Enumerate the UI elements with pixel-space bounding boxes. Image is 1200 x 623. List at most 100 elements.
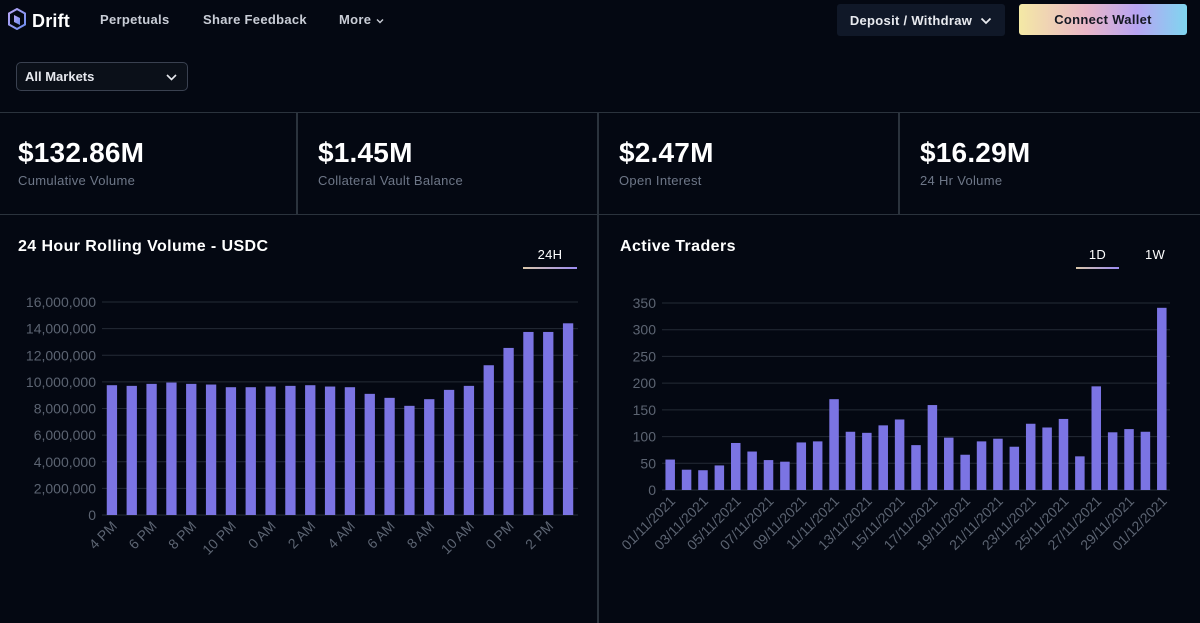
bar[interactable] [1124, 429, 1134, 490]
x-tick-label: 2 PM [522, 518, 556, 552]
y-tick-label: 50 [640, 455, 656, 471]
bar[interactable] [1058, 418, 1069, 490]
top-nav: Drift Perpetuals Share Feedback More Dep… [0, 0, 1200, 40]
bar[interactable] [1107, 432, 1118, 490]
nav-more-menu[interactable]: More [339, 12, 384, 27]
chevron-down-icon [166, 69, 177, 84]
y-tick-label: 8,000,000 [34, 401, 96, 417]
bar[interactable] [1025, 423, 1036, 490]
bar[interactable] [205, 384, 217, 515]
bar[interactable] [1157, 307, 1167, 490]
y-tick-label: 200 [633, 375, 657, 391]
bar[interactable] [146, 383, 157, 515]
chevron-down-icon [980, 13, 992, 28]
bar[interactable] [384, 397, 395, 515]
bar[interactable] [463, 385, 475, 515]
bar[interactable] [665, 459, 675, 490]
x-tick-label: 10 PM [199, 518, 239, 558]
x-tick-label: 6 AM [364, 518, 398, 552]
y-tick-label: 250 [633, 348, 657, 364]
bar[interactable] [503, 347, 514, 515]
bar[interactable] [911, 445, 921, 490]
x-tick-label: 0 AM [245, 518, 279, 552]
bar[interactable] [878, 425, 888, 490]
bar[interactable] [730, 442, 741, 490]
x-tick-label: 0 PM [482, 518, 516, 552]
nav-link-perpetuals[interactable]: Perpetuals [100, 12, 170, 27]
stat-value: $2.47M [619, 137, 714, 168]
bar[interactable] [443, 389, 455, 515]
bar[interactable] [845, 431, 856, 490]
chevron-down-icon [376, 12, 384, 27]
bar[interactable] [681, 469, 692, 490]
bar[interactable] [960, 454, 970, 490]
tab-24h[interactable]: 24H [523, 247, 577, 269]
y-tick-label: 350 [633, 295, 657, 311]
bar[interactable] [812, 441, 823, 490]
bar[interactable] [1009, 446, 1020, 490]
bar[interactable] [126, 385, 137, 515]
nav-more-label: More [339, 12, 372, 27]
traders-panel-title: Active Traders [620, 238, 736, 255]
market-select[interactable]: All Markets [16, 62, 188, 91]
bar[interactable] [747, 451, 757, 490]
x-tick-label: 8 AM [403, 518, 437, 552]
bar[interactable] [245, 387, 256, 515]
y-tick-label: 150 [633, 402, 657, 418]
bar[interactable] [523, 331, 534, 515]
deposit-withdraw-label: Deposit / Withdraw [849, 12, 973, 28]
tab-1w[interactable]: 1W [1144, 247, 1166, 262]
bar[interactable] [543, 331, 554, 515]
bar[interactable] [927, 405, 938, 490]
y-tick-label: 6,000,000 [34, 427, 96, 443]
y-tick-label: 16,000,000 [26, 294, 96, 310]
bar[interactable] [364, 393, 375, 515]
bar[interactable] [106, 385, 118, 515]
stat-value: $132.86M [18, 137, 145, 168]
bar[interactable] [186, 383, 197, 515]
connect-wallet-button[interactable]: Connect Wallet [1019, 4, 1187, 35]
volume-panel-title: 24 Hour Rolling Volume - USDC [18, 238, 269, 255]
bar[interactable] [562, 323, 574, 515]
x-tick-label: 10 AM [438, 518, 477, 557]
bar[interactable] [483, 365, 494, 515]
divider [0, 214, 1200, 215]
stat-card-24hr-volume: $16.29M 24 Hr Volume [902, 113, 1200, 215]
bar[interactable] [344, 387, 356, 515]
bar[interactable] [1091, 386, 1102, 490]
bar[interactable] [780, 461, 790, 490]
bar[interactable] [796, 442, 807, 490]
bar[interactable] [305, 385, 316, 515]
stat-label: 24 Hr Volume [920, 173, 1003, 188]
bar[interactable] [424, 399, 435, 515]
bar[interactable] [993, 438, 1003, 490]
stat-card-cumulative-volume: $132.86M Cumulative Volume [0, 113, 296, 215]
bar[interactable] [166, 382, 177, 515]
stat-card-open-interest: $2.47M Open Interest [601, 113, 898, 215]
bar[interactable] [1140, 431, 1151, 490]
bar[interactable] [225, 387, 237, 515]
bar[interactable] [944, 437, 954, 490]
brand-name: Drift [32, 11, 70, 31]
bar[interactable] [829, 399, 839, 490]
nav-link-share-feedback[interactable]: Share Feedback [203, 12, 307, 27]
bar[interactable] [976, 441, 987, 490]
bar[interactable] [285, 385, 296, 515]
bar[interactable] [265, 386, 276, 515]
bar[interactable] [404, 405, 415, 515]
stat-value: $1.45M [318, 137, 413, 168]
bar[interactable] [714, 465, 725, 490]
bar[interactable] [1075, 456, 1085, 490]
divider [597, 112, 599, 623]
bar[interactable] [862, 432, 872, 490]
bar[interactable] [324, 386, 336, 515]
bar[interactable] [763, 460, 774, 490]
brand-logo-link[interactable]: Drift [8, 7, 70, 35]
divider [296, 112, 298, 215]
bar[interactable] [698, 470, 708, 490]
bar[interactable] [894, 419, 905, 490]
deposit-withdraw-button[interactable]: Deposit / Withdraw [837, 4, 1005, 36]
tab-1d[interactable]: 1D [1076, 247, 1119, 269]
bar[interactable] [1042, 427, 1052, 490]
drift-logo-icon [8, 7, 26, 35]
